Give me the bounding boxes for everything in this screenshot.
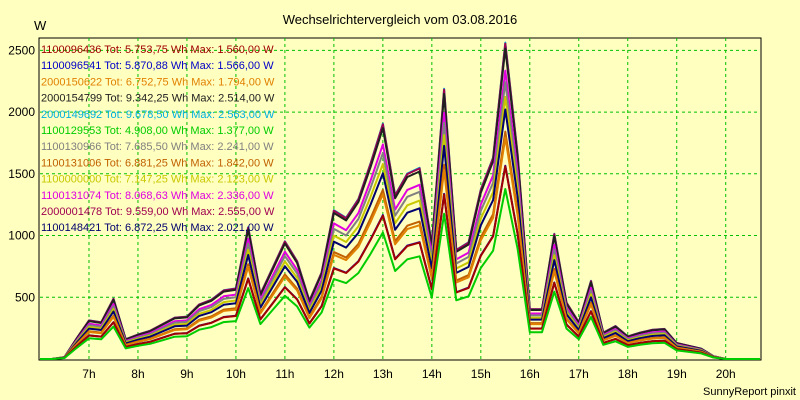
x-tick-label: 9h [180,367,193,381]
chart-footer: SunnyReport pinxit [703,386,796,398]
series-line-1100096436 [40,165,760,360]
legend-entry-1100096436: 1100096436 Tot: 5.753,75 Wh Max: 1.560,0… [41,44,274,56]
legend-entry-2000150622: 2000150622 Tot: 6.752,75 Wh Max: 1.794,0… [41,76,275,88]
x-tick-label: 7h [82,367,95,381]
y-tick-label: 500 [15,290,35,304]
legend-entry-1100131006: 1100131006 Tot: 6.881,25 Wh Max: 1.842,0… [41,157,274,169]
series-line-1100130966 [40,81,760,360]
y-tick-label: 2500 [8,43,35,57]
legend-entry-1100130966: 1100130966 Tot: 7.685,50 Wh Max: 2.241,0… [41,141,274,153]
series-line-2000150622 [40,136,760,360]
series-line-2000154799 [40,47,760,360]
y-axis-unit: W [34,18,47,33]
legend-entry-1100131074: 1100131074 Tot: 8.068,63 Wh Max: 2.336,0… [41,190,274,202]
series-line-1100148421 [40,108,760,360]
x-tick-label: 12h [324,367,344,381]
legend-entry-2000154799: 2000154799 Tot: 9.342,25 Wh Max: 2.514,0… [41,93,275,105]
x-tick-label: 15h [471,367,491,381]
x-tick-label: 13h [373,367,393,381]
series-line-1100000000 [40,95,760,360]
x-tick-label: 18h [618,367,638,381]
x-tick-label: 20h [716,367,736,381]
chart-title: Wechselrichtervergleich vom 03.08.2016 [283,12,518,27]
x-tick-label: 8h [131,367,144,381]
y-tick-label: 1000 [8,229,35,243]
y-tick-label: 1500 [8,167,35,181]
x-tick-label: 17h [569,367,589,381]
legend-entry-1100148421: 1100148421 Tot: 6.872,25 Wh Max: 2.021,0… [41,222,274,234]
x-tick-label: 14h [422,367,442,381]
legend-entry-2000149692: 2000149692 Tot: 9.678,50 Wh Max: 2.563,0… [41,109,275,121]
series-line-1100129553 [40,188,760,360]
plot-frame [38,37,762,361]
legend-entry-1100000000: 1100000000 Tot: 7.147,25 Wh Max: 2.123,0… [41,174,274,186]
legend-entry-1100129553: 1100129553 Tot: 4.908,00 Wh Max: 1.377,0… [41,125,274,137]
x-tick-label: 16h [520,367,540,381]
x-tick-label: 10h [226,367,246,381]
x-tick-label: 19h [667,367,687,381]
legend-entry-2000001478: 2000001478 Tot: 9.559,00 Wh Max: 2.555,0… [41,206,275,218]
x-tick-label: 11h [275,367,294,381]
y-tick-label: 2000 [8,105,35,119]
legend-entry-1100096541: 1100096541 Tot: 5.870,88 Wh Max: 1.566,0… [41,60,274,72]
